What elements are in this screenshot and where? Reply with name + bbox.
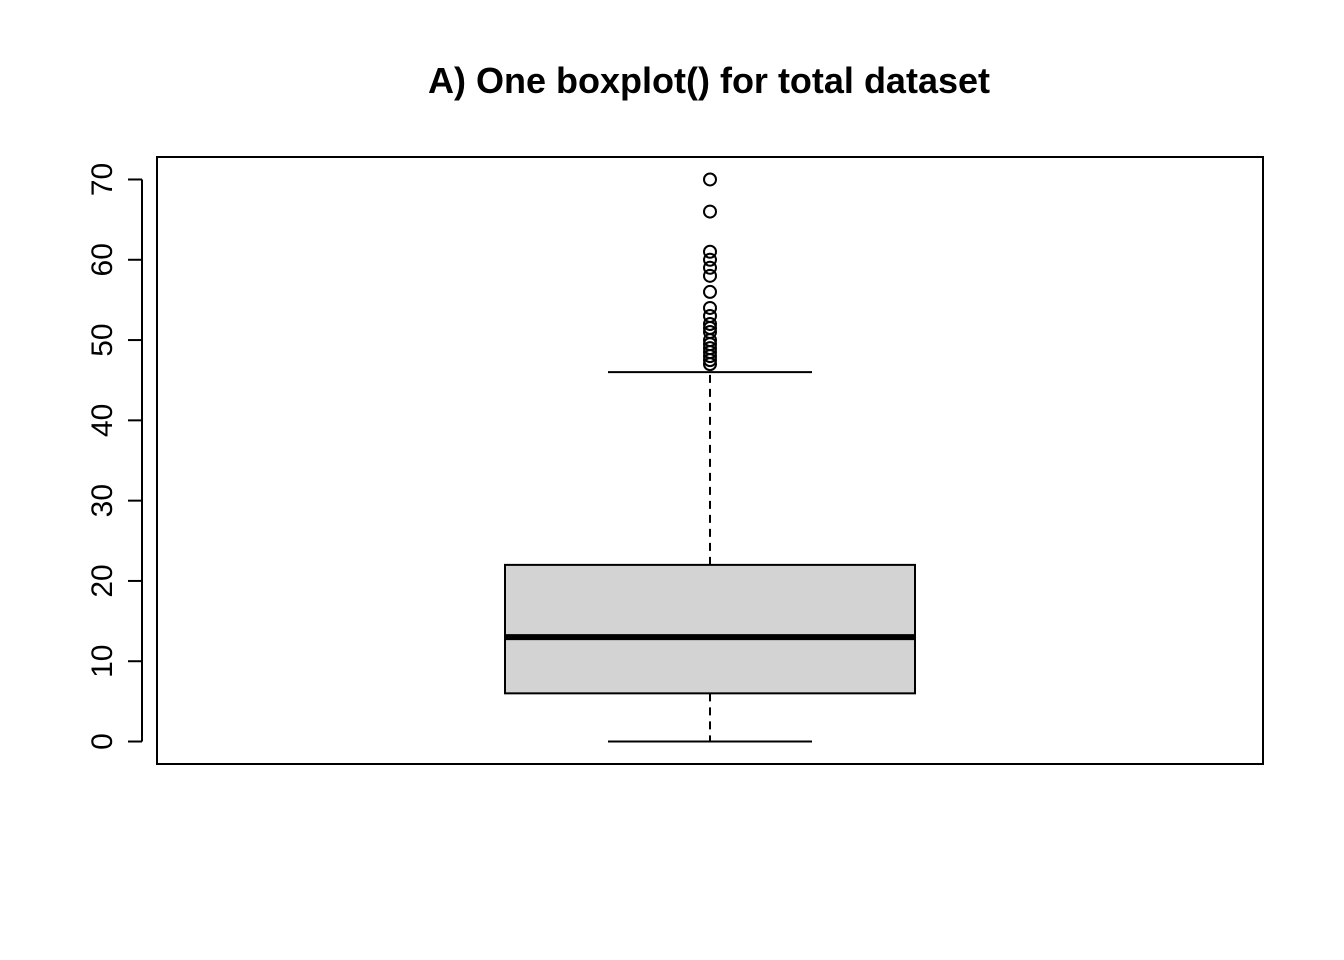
chart-title: A) One boxplot() for total dataset — [428, 60, 990, 101]
outlier-point — [703, 317, 717, 332]
y-tick-label: 60 — [86, 243, 119, 276]
outliers — [703, 172, 717, 372]
outlier-point — [703, 341, 717, 356]
outlier-point — [703, 260, 717, 275]
box-plot — [504, 371, 916, 743]
y-tick-label: 50 — [86, 323, 119, 356]
outlier-point — [703, 300, 717, 315]
y-tick-label: 70 — [86, 163, 119, 196]
outlier-point — [703, 308, 717, 323]
outlier-point — [703, 204, 717, 219]
y-tick-label: 20 — [86, 564, 119, 597]
outlier-point — [703, 244, 717, 259]
box-iqr — [504, 563, 916, 695]
y-axis: 0 10 20 30 40 50 60 70 — [86, 163, 143, 750]
outlier-point — [703, 325, 717, 340]
outlier-point — [703, 172, 717, 187]
y-tick-label: 10 — [86, 645, 119, 678]
outlier-point — [703, 252, 717, 267]
y-tick-label: 40 — [86, 404, 119, 437]
y-tick-label: 0 — [86, 733, 119, 750]
plot-frame — [156, 156, 1264, 765]
outlier-point — [703, 268, 717, 283]
y-tick-label: 30 — [86, 484, 119, 517]
outlier-point — [703, 284, 717, 299]
